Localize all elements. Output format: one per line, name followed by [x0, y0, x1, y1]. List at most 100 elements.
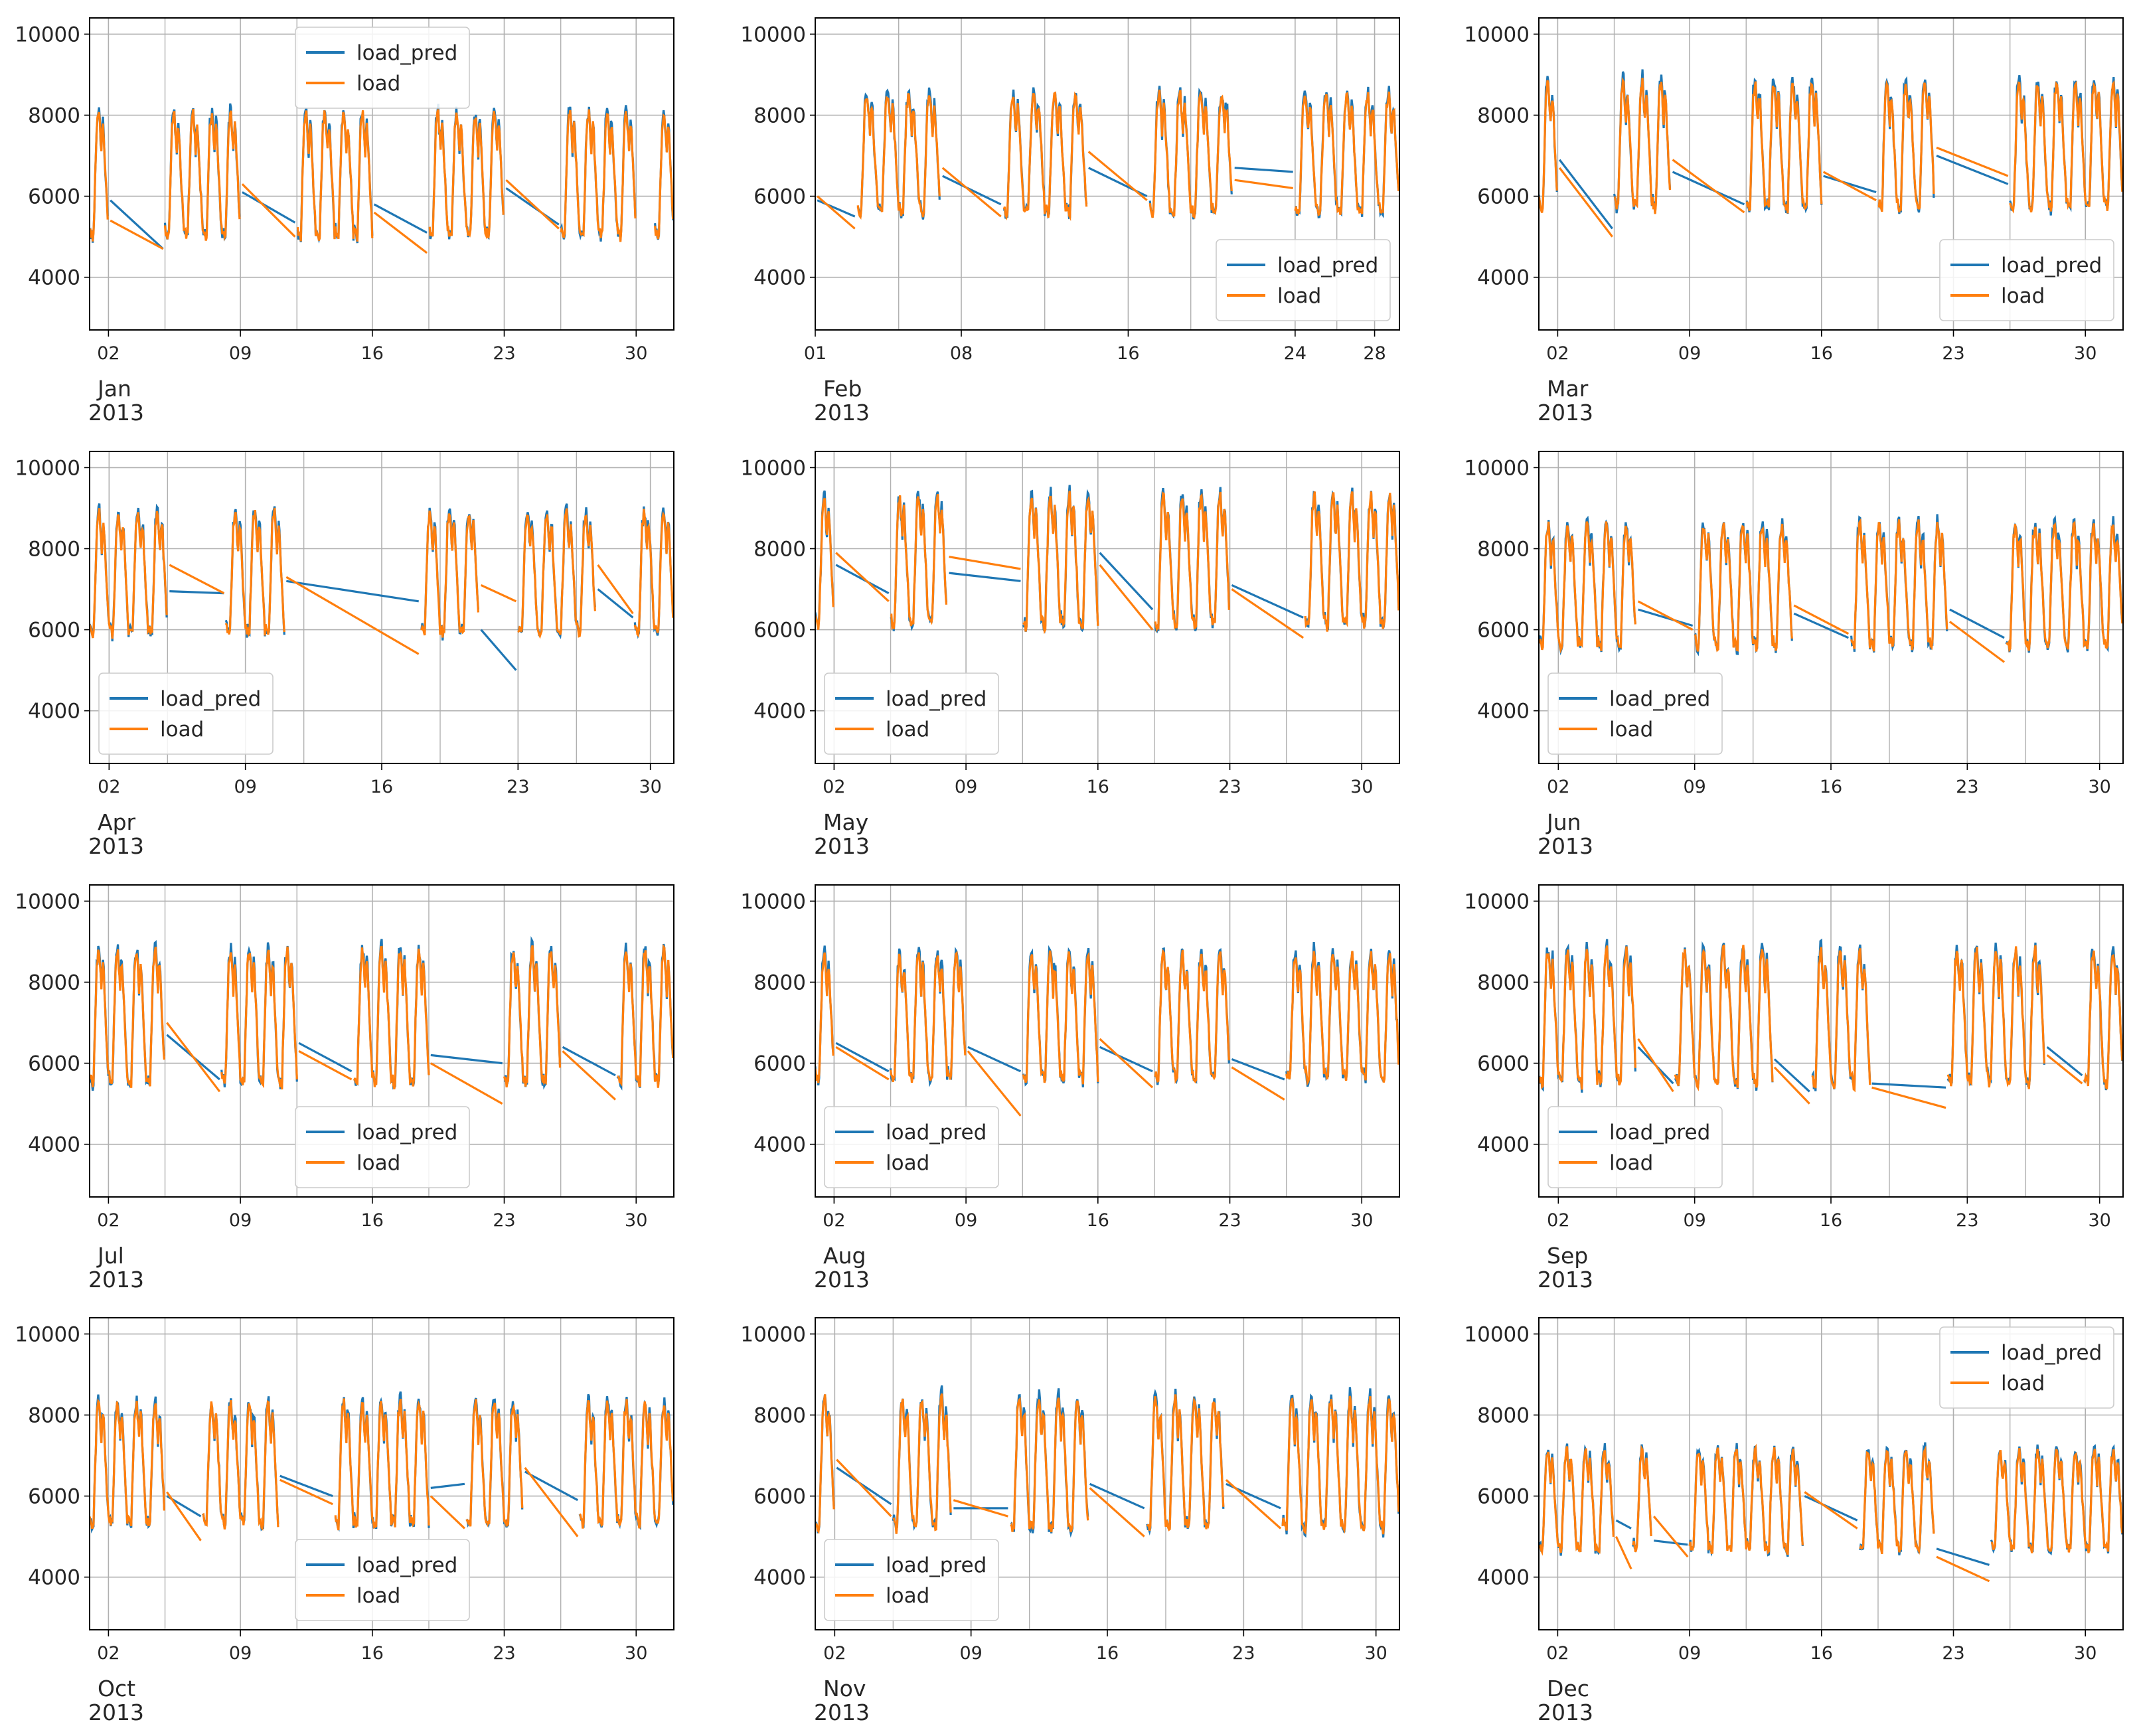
y-tick-label: 4000: [1477, 1566, 1530, 1590]
year-label: 2013: [1538, 1267, 1593, 1293]
x-tick-label: 30: [2088, 777, 2110, 797]
legend-label-load: load: [1609, 1151, 1653, 1175]
y-tick-label: 10000: [740, 1322, 806, 1346]
x-tick-label: 16: [1096, 1643, 1119, 1664]
x-tick-label: 02: [1546, 1643, 1569, 1664]
series-group: [817, 86, 1399, 230]
legend-box: [1939, 1326, 2114, 1409]
y-tick-label: 8000: [28, 1403, 80, 1427]
x-tick-label: 24: [1284, 343, 1306, 364]
month-label: Mar: [1547, 376, 1589, 402]
y-tick-label: 4000: [753, 1133, 806, 1157]
x-tick-label: 09: [959, 1643, 982, 1664]
x-tick-label: 16: [1117, 343, 1139, 364]
legend-label-load: load: [356, 1584, 400, 1608]
legend-label-load-pred: load_pred: [886, 1553, 987, 1577]
legend-box: [98, 672, 274, 755]
x-tick-label: 02: [823, 1643, 846, 1664]
y-tick-label: 6000: [1477, 185, 1530, 209]
x-tick-label: 09: [1683, 1210, 1705, 1231]
y-tick-label: 4000: [1477, 700, 1530, 724]
x-tick-label: 08: [950, 343, 973, 364]
x-tick-label: 23: [1218, 777, 1241, 797]
x-tick-label: 30: [2088, 1210, 2110, 1231]
load-gap-line: [1637, 600, 2006, 663]
plot-frame: [1538, 451, 2124, 764]
legend-label-load-pred: load_pred: [356, 1121, 457, 1144]
y-tick-label: 6000: [28, 1052, 80, 1076]
year-label: 2013: [1538, 400, 1593, 426]
legend-label-load-pred: load_pred: [356, 1553, 457, 1577]
legend-box: [824, 1106, 999, 1188]
y-tick-label: 8000: [753, 971, 806, 994]
x-tick-label: 02: [823, 1210, 845, 1231]
legend-label-load: load: [886, 718, 929, 742]
x-tick-label: 23: [1942, 1643, 1964, 1664]
y-tick-label: 6000: [1477, 619, 1530, 643]
month-label: Oct: [98, 1676, 135, 1701]
x-tick-label: 02: [97, 343, 119, 364]
y-tick-label: 4000: [1477, 1133, 1530, 1157]
year-label: 2013: [1538, 833, 1593, 859]
year-label: 2013: [814, 400, 870, 426]
y-tick-label: 6000: [28, 185, 80, 209]
year-label: 2013: [88, 400, 144, 426]
legend-label-load: load: [2001, 1372, 2045, 1395]
legend-box: [1216, 239, 1391, 321]
legend-label-load-pred: load_pred: [2001, 254, 2102, 277]
load-gap-line: [1637, 1038, 2083, 1109]
y-tick-label: 10000: [740, 890, 806, 913]
y-tick-label: 8000: [1477, 104, 1530, 127]
x-tick-label: 02: [97, 1210, 119, 1231]
legend-label-load: load: [2001, 284, 2045, 308]
x-tick-label: 16: [370, 777, 393, 797]
y-tick-label: 10000: [15, 890, 80, 913]
y-tick-label: 8000: [753, 1403, 806, 1427]
plot-frame: [89, 451, 674, 764]
legend-label-load-pred: load_pred: [1609, 687, 1710, 711]
y-tick-label: 10000: [15, 23, 80, 46]
load-pred-gap-line: [169, 580, 634, 671]
y-tick-label: 8000: [753, 537, 806, 561]
x-tick-label: 02: [97, 1643, 119, 1664]
x-tick-label: 30: [625, 1210, 647, 1231]
x-tick-label: 30: [1364, 1643, 1387, 1664]
legend-label-load-pred: load_pred: [160, 687, 261, 711]
plot-frame: [815, 1317, 1400, 1630]
x-tick-label: 30: [625, 343, 647, 364]
load-pred-gap-line: [835, 1042, 1285, 1081]
x-tick-label: 23: [507, 777, 529, 797]
load-line: [856, 89, 1399, 222]
plot-frame: [89, 1317, 674, 1630]
legend-label-load: load: [1277, 284, 1321, 308]
y-tick-label: 8000: [28, 971, 80, 994]
legend-box: [295, 1106, 470, 1188]
x-tick-label: 09: [1678, 1643, 1701, 1664]
x-tick-label: 16: [1820, 1210, 1842, 1231]
load-line: [90, 943, 674, 1090]
plot-frame: [1538, 1317, 2124, 1630]
load-line: [815, 1393, 1399, 1535]
legend-label-load-pred: load_pred: [886, 687, 987, 711]
plot-frame: [1538, 17, 2124, 331]
x-tick-label: 16: [1810, 343, 1833, 364]
x-tick-label: 23: [493, 1643, 515, 1664]
load-line: [90, 108, 674, 242]
x-tick-label: 09: [1683, 777, 1705, 797]
load-line: [815, 949, 1399, 1086]
series-group: [1539, 69, 2123, 238]
y-tick-label: 10000: [1464, 890, 1530, 913]
y-tick-label: 4000: [28, 1566, 80, 1590]
load-pred-gap-line: [817, 167, 1293, 218]
load-gap-line: [166, 1022, 617, 1105]
